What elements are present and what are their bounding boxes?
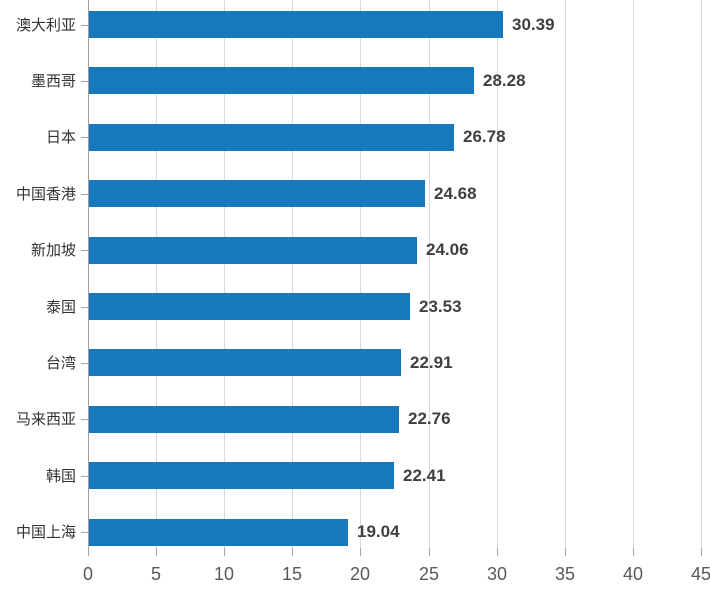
bar-value-label: 19.04 xyxy=(357,522,400,541)
x-tick-label: 45 xyxy=(690,564,710,584)
bar-value-label: 26.78 xyxy=(463,127,506,146)
gridline xyxy=(292,0,293,548)
x-tick-mark xyxy=(565,548,566,556)
gridline xyxy=(565,0,566,548)
y-tick-mark xyxy=(81,25,88,26)
bar xyxy=(89,11,503,38)
x-tick-mark xyxy=(292,548,293,556)
y-tick-mark xyxy=(81,307,88,308)
bar-value-label: 28.28 xyxy=(483,71,526,90)
category-label: 日本 xyxy=(45,128,76,146)
bar-value-label: 23.53 xyxy=(419,297,462,316)
bar-value-label: 22.41 xyxy=(403,466,446,485)
bar xyxy=(89,462,394,489)
category-label: 中国香港 xyxy=(15,185,76,203)
x-tick-mark xyxy=(88,548,89,556)
category-label: 台湾 xyxy=(45,354,76,372)
x-tick-mark xyxy=(156,548,157,556)
x-tick-label: 5 xyxy=(150,564,161,584)
x-tick-label: 30 xyxy=(486,564,508,584)
bar xyxy=(89,406,399,433)
x-tick-label: 0 xyxy=(82,564,93,584)
category-label: 澳大利亚 xyxy=(15,16,76,34)
y-tick-mark xyxy=(81,532,88,533)
gridline xyxy=(156,0,157,548)
x-tick-mark xyxy=(360,548,361,556)
x-tick-mark xyxy=(633,548,634,556)
category-label: 泰国 xyxy=(45,298,76,316)
x-tick-mark xyxy=(701,548,702,556)
bar xyxy=(89,237,417,264)
x-tick-label: 40 xyxy=(622,564,644,584)
x-tick-label: 35 xyxy=(554,564,576,584)
bar-value-label: 22.76 xyxy=(408,409,451,428)
category-label: 墨西哥 xyxy=(30,72,76,90)
bar-value-label: 30.39 xyxy=(512,15,555,34)
category-label: 韩国 xyxy=(45,467,76,485)
category-label: 中国上海 xyxy=(15,523,76,541)
gridline xyxy=(429,0,430,548)
gridline xyxy=(701,0,702,548)
y-tick-mark xyxy=(81,250,88,251)
plot-area: 30.39 28.28 26.78 24.68 24.06 23.53 22.91 22.76… xyxy=(88,0,702,548)
bar xyxy=(89,293,410,320)
y-tick-mark xyxy=(81,476,88,477)
x-tick-label: 10 xyxy=(213,564,235,584)
x-tick-mark xyxy=(497,548,498,556)
bar-value-label: 24.68 xyxy=(434,184,477,203)
y-tick-mark xyxy=(81,363,88,364)
y-tick-mark xyxy=(81,81,88,82)
y-tick-mark xyxy=(81,137,88,138)
x-tick-label: 15 xyxy=(281,564,303,584)
y-tick-mark xyxy=(81,194,88,195)
x-tick-label: 20 xyxy=(349,564,371,584)
x-tick-mark xyxy=(429,548,430,556)
gridline xyxy=(497,0,498,548)
category-label: 新加坡 xyxy=(30,241,76,259)
x-tick-mark xyxy=(224,548,225,556)
y-tick-mark xyxy=(81,419,88,420)
bar xyxy=(89,349,401,376)
bar xyxy=(89,519,348,546)
bar xyxy=(89,67,474,94)
category-label: 马来西亚 xyxy=(15,410,76,428)
bar-value-label: 22.91 xyxy=(410,353,453,372)
bar xyxy=(89,180,425,207)
gridline xyxy=(633,0,634,548)
bar xyxy=(89,124,454,151)
bar-value-label: 24.06 xyxy=(426,240,469,259)
x-tick-label: 25 xyxy=(418,564,440,584)
gridline xyxy=(360,0,361,548)
gridline xyxy=(224,0,225,548)
